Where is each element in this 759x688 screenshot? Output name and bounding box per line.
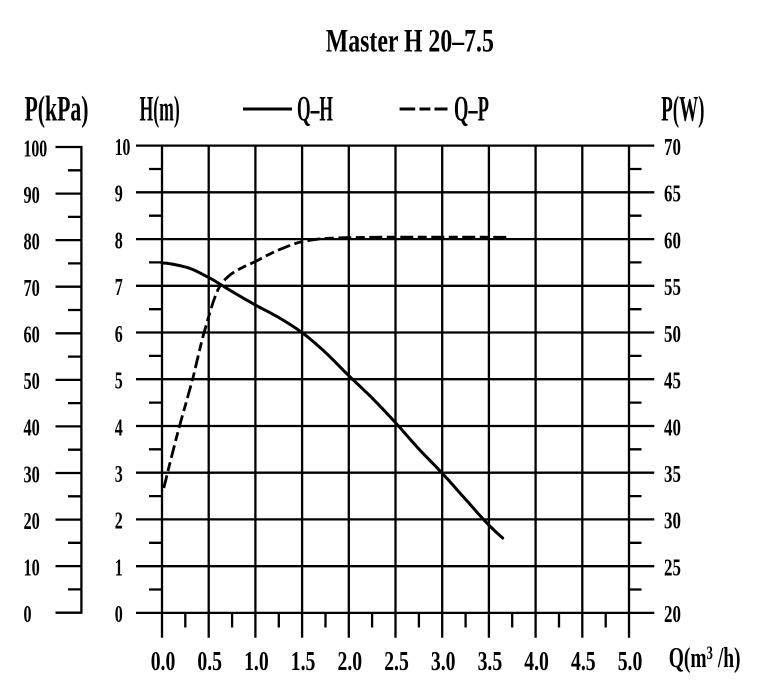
svg-text:9: 9 <box>115 181 123 207</box>
svg-text:65: 65 <box>664 179 681 207</box>
svg-text:3.0: 3.0 <box>431 647 456 677</box>
svg-text:30: 30 <box>664 507 681 535</box>
svg-text:70: 70 <box>664 133 681 161</box>
svg-text:Master H 20–7.5: Master H 20–7.5 <box>326 23 494 60</box>
svg-text:0.0: 0.0 <box>151 647 176 677</box>
svg-text:10: 10 <box>24 554 40 581</box>
svg-text:3: 3 <box>115 462 123 488</box>
svg-text:8: 8 <box>115 228 123 254</box>
svg-text:35: 35 <box>664 460 681 488</box>
svg-text:Q–H: Q–H <box>297 90 333 129</box>
svg-text:100: 100 <box>24 136 48 162</box>
svg-text:4.5: 4.5 <box>571 647 596 677</box>
svg-text:70: 70 <box>24 275 40 302</box>
svg-text:5: 5 <box>115 368 123 394</box>
svg-text:2.5: 2.5 <box>384 647 409 677</box>
svg-text:6: 6 <box>115 322 123 348</box>
svg-text:Q(m3 /h): Q(m3 /h) <box>669 642 741 674</box>
svg-text:20: 20 <box>664 600 681 628</box>
svg-text:90: 90 <box>24 182 40 209</box>
svg-text:20: 20 <box>24 508 40 535</box>
svg-text:10: 10 <box>115 135 131 161</box>
svg-text:60: 60 <box>24 321 40 348</box>
svg-text:4.0: 4.0 <box>524 647 549 677</box>
svg-text:55: 55 <box>664 273 681 301</box>
svg-text:40: 40 <box>24 415 40 442</box>
svg-text:1: 1 <box>115 555 123 581</box>
svg-text:80: 80 <box>24 228 40 255</box>
svg-text:Q–P: Q–P <box>454 89 489 129</box>
svg-text:H(m): H(m) <box>140 90 180 129</box>
svg-text:45: 45 <box>664 366 681 394</box>
svg-text:P(kPa): P(kPa) <box>25 90 89 129</box>
svg-text:30: 30 <box>24 461 40 488</box>
svg-text:P(W): P(W) <box>661 89 704 129</box>
svg-text:25: 25 <box>664 553 681 581</box>
svg-text:1.0: 1.0 <box>244 647 269 677</box>
svg-text:7: 7 <box>115 275 123 301</box>
svg-text:3.5: 3.5 <box>478 647 503 677</box>
svg-text:2.0: 2.0 <box>338 647 363 677</box>
svg-text:50: 50 <box>664 320 681 348</box>
svg-text:0: 0 <box>115 602 123 628</box>
svg-text:4: 4 <box>115 415 123 441</box>
svg-text:0.5: 0.5 <box>197 647 222 677</box>
svg-text:2: 2 <box>115 509 123 535</box>
svg-text:40: 40 <box>664 413 681 441</box>
svg-text:1.5: 1.5 <box>291 647 316 677</box>
svg-text:0: 0 <box>24 602 32 628</box>
svg-text:50: 50 <box>24 368 40 395</box>
svg-text:60: 60 <box>664 226 681 254</box>
svg-text:5.0: 5.0 <box>618 647 643 677</box>
